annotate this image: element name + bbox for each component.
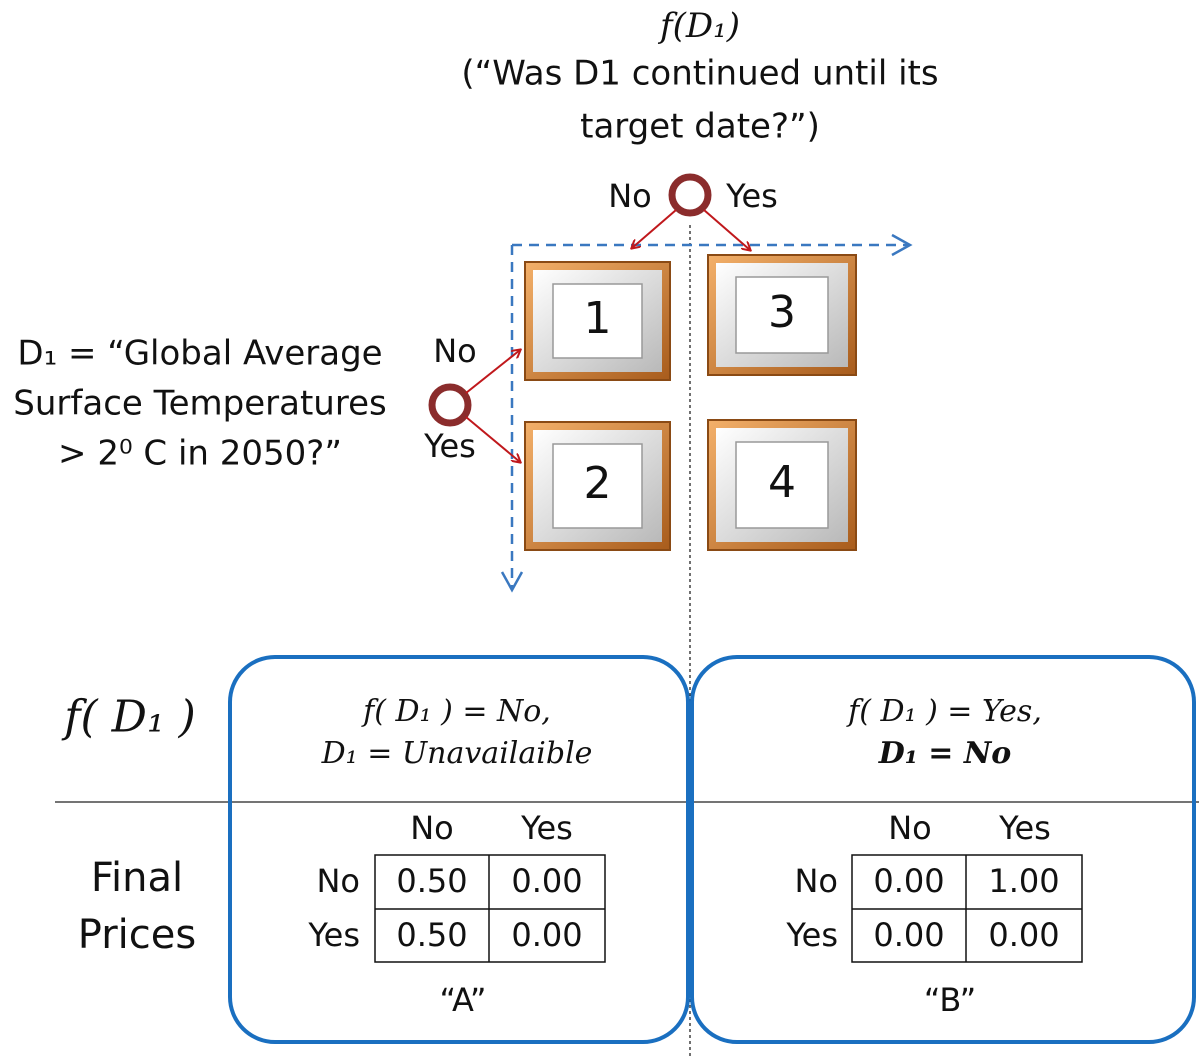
cell-inner (552, 443, 643, 529)
column-header: Yes (998, 809, 1051, 847)
row-question: > 2⁰ C in 2050?” (58, 434, 342, 474)
condition: D₁ = No (878, 736, 1012, 771)
arrow (465, 416, 520, 462)
row-header: Yes (785, 916, 838, 954)
row-option: Yes (423, 427, 476, 465)
cell-inner (735, 441, 829, 529)
cell-number: 1 (584, 293, 612, 344)
row-option: No (433, 332, 477, 370)
price: 0.00 (988, 916, 1059, 954)
condition: f( D₁ ) = No, (361, 694, 551, 729)
arrow (632, 209, 677, 248)
price: 0.50 (396, 916, 467, 954)
price: 0.00 (511, 862, 582, 900)
panel-label: “A” (440, 981, 487, 1019)
row-question: D₁ = “Global Average (17, 334, 382, 374)
cell-inner (735, 276, 829, 354)
row-question: Surface Temperatures (13, 384, 386, 424)
price: 0.50 (396, 862, 467, 900)
cell-number: 2 (584, 458, 612, 509)
column-question-label: f(D₁) (657, 6, 740, 46)
row-label: Final (91, 855, 183, 901)
row-label: f( D₁ ) (61, 692, 196, 743)
column-question: (“Was D1 continued until its (461, 54, 938, 94)
condition: D₁ = Unavailaible (321, 736, 593, 771)
cell-number: 4 (768, 457, 796, 508)
column-option: Yes (725, 177, 778, 215)
panel-frame (228, 655, 690, 1044)
column-node (668, 173, 712, 217)
panel-label: “B” (924, 981, 976, 1019)
column-option: No (608, 177, 652, 215)
column-header: No (888, 809, 932, 847)
column-header: Yes (520, 809, 573, 847)
column-question: target date?”) (580, 107, 820, 147)
cell-inner (552, 283, 643, 359)
row-header: Yes (307, 916, 360, 954)
panel-frame (690, 655, 1196, 1044)
row-label: Prices (78, 912, 196, 958)
row-header: No (316, 862, 360, 900)
row-node (428, 383, 472, 427)
column-header: No (410, 809, 454, 847)
price: 0.00 (873, 916, 944, 954)
price: 0.00 (511, 916, 582, 954)
arrow (703, 209, 750, 250)
condition: f( D₁ ) = Yes, (846, 694, 1042, 729)
price: 0.00 (873, 862, 944, 900)
arrow (465, 350, 520, 394)
cell-number: 3 (768, 287, 796, 338)
price: 1.00 (988, 862, 1059, 900)
row-header: No (794, 862, 838, 900)
